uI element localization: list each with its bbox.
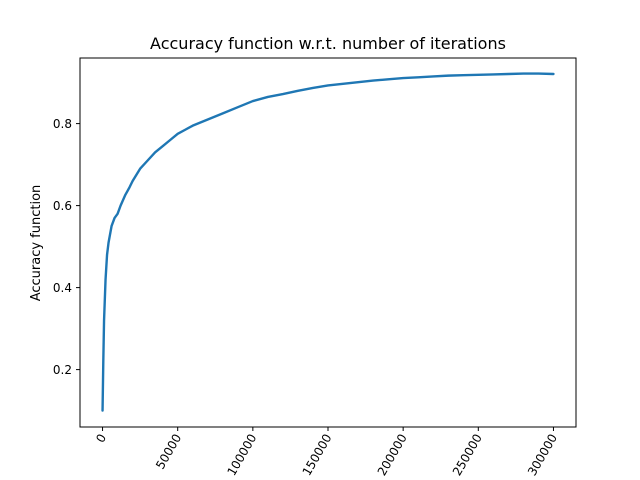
- y-axis-ticks: 0.2 0.4 0.6 0.8: [53, 117, 80, 377]
- y-tick-label: 0.2: [53, 363, 72, 377]
- y-tick-label: 0.6: [53, 199, 72, 213]
- chart-title: Accuracy function w.r.t. number of itera…: [150, 34, 506, 53]
- y-axis-label: Accuracy function: [29, 185, 44, 302]
- plot-area: [101, 72, 555, 412]
- y-tick-label: 0.8: [53, 117, 72, 131]
- series-line-0: [101, 72, 555, 412]
- y-tick-label: 0.4: [53, 281, 72, 295]
- axes-frame: [79, 57, 577, 428]
